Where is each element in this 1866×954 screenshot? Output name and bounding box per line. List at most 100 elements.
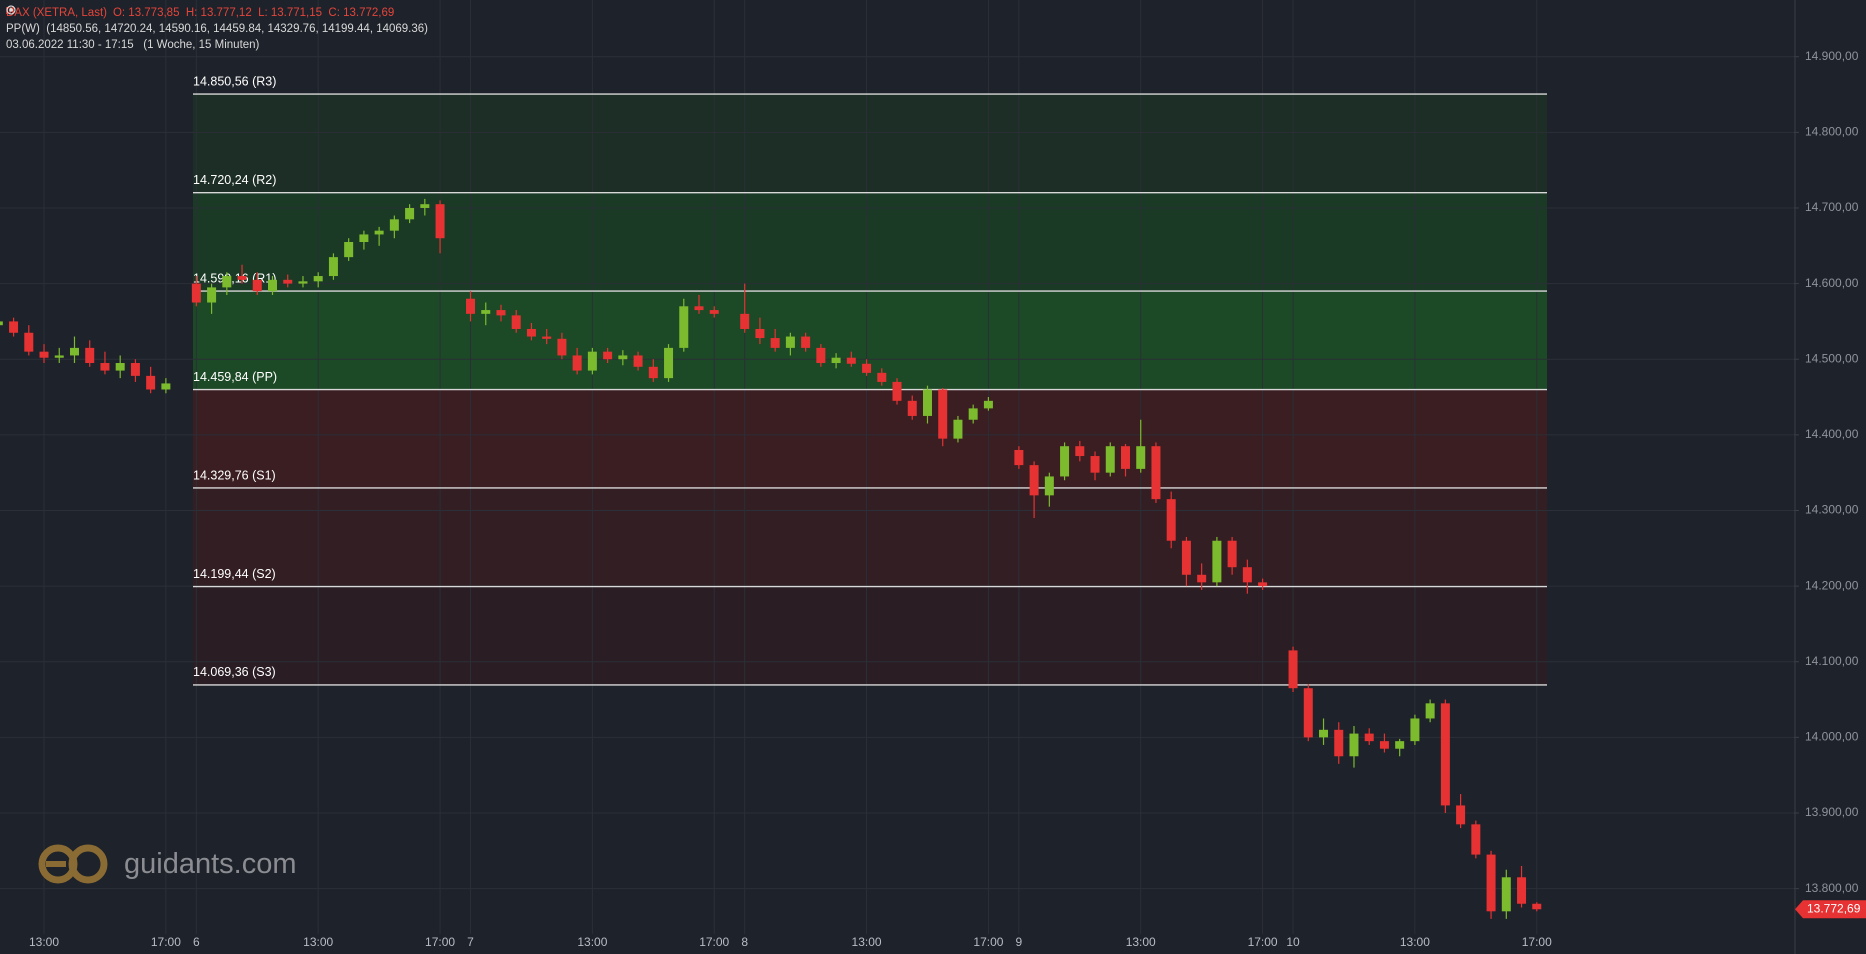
candle-body	[298, 281, 308, 284]
candle-body	[1120, 446, 1130, 469]
candle-body	[679, 306, 689, 348]
candle-body	[100, 363, 110, 371]
candle-body	[922, 389, 932, 416]
x-tick-label: 17:00	[425, 935, 455, 949]
last-price-label: 13.772,69	[1807, 901, 1861, 915]
candle-body	[1379, 741, 1389, 749]
candle-body	[1471, 824, 1481, 855]
y-tick-label: 14.900,00	[1805, 49, 1859, 63]
candle-body	[54, 355, 64, 358]
candle-body	[694, 306, 704, 311]
candle-body	[633, 355, 643, 367]
candle-body	[892, 381, 902, 401]
y-tick-label: 14.700,00	[1805, 200, 1859, 214]
x-tick-label: 13:00	[29, 935, 59, 949]
candle-body	[359, 234, 369, 243]
candle-body	[862, 363, 872, 373]
pivot-zone	[193, 487, 1547, 587]
candle-body	[511, 315, 521, 329]
candle-body	[252, 279, 262, 292]
candle-body	[664, 347, 674, 379]
candle-body	[496, 310, 506, 316]
candle-body	[1349, 733, 1359, 757]
icon	[6, 5, 16, 15]
candle-body	[1319, 729, 1329, 738]
x-tick-label: 13:00	[303, 935, 333, 949]
candle-body	[283, 279, 293, 284]
candle-body	[481, 310, 491, 314]
candle-body	[1334, 729, 1344, 757]
candle-body	[618, 355, 628, 360]
candle-body	[603, 351, 613, 360]
candle-body	[115, 363, 125, 371]
x-tick-label: 17:00	[1248, 935, 1278, 949]
pivot-label: 14.459,84 (PP)	[193, 370, 277, 384]
candle-body	[1456, 805, 1466, 825]
candle-body	[1090, 456, 1100, 473]
candle-body	[1395, 741, 1405, 749]
candle-body	[983, 400, 993, 409]
y-tick-label: 14.000,00	[1805, 730, 1859, 744]
x-tick-label: 8	[741, 935, 748, 949]
x-tick-label: 13:00	[1400, 935, 1430, 949]
candle-body	[207, 287, 217, 303]
pivot-label: 14.069,36 (S3)	[193, 665, 276, 679]
candle-body	[69, 347, 79, 356]
candle-body	[85, 347, 95, 364]
y-tick-label: 14.400,00	[1805, 427, 1859, 441]
date-range: 03.06.2022 11:30 - 17:15 (1 Woche, 15 Mi…	[6, 39, 260, 51]
candle-body	[313, 276, 323, 282]
candle-body	[740, 313, 750, 329]
y-tick-label: 14.100,00	[1805, 654, 1859, 668]
candle-body	[1501, 877, 1511, 912]
pivot-zone	[193, 389, 1547, 488]
x-tick-label: 7	[467, 935, 474, 949]
series-name: DAX (XETRA, Last)	[6, 7, 107, 19]
candle-body	[1105, 446, 1115, 473]
candle-body	[542, 336, 552, 339]
logo: guidants.com	[38, 842, 297, 886]
candle-body	[1212, 540, 1222, 583]
candle-body	[526, 328, 536, 337]
candle-body	[24, 332, 34, 352]
candle-body	[877, 372, 887, 382]
candle-body	[801, 336, 811, 348]
candle-body	[435, 204, 445, 239]
candle-body	[1517, 877, 1527, 904]
pivot-zone	[193, 192, 1547, 292]
pivot-label: 14.590,16 (R1)	[193, 271, 276, 285]
candle-body	[1151, 446, 1161, 500]
candle-body	[1197, 574, 1207, 583]
candle-body	[1029, 465, 1039, 496]
candle-body	[146, 375, 156, 390]
candle-body	[466, 298, 476, 314]
x-tick-label: 17:00	[151, 935, 181, 949]
pivot-label: 14.720,24 (R2)	[193, 173, 276, 187]
pivot-zone	[193, 291, 1547, 390]
candle-body	[161, 383, 171, 390]
candle-body	[1136, 446, 1146, 469]
candle-body	[953, 419, 963, 439]
candle-body	[1440, 703, 1450, 806]
candle-body	[1258, 582, 1268, 587]
candle-body	[1425, 703, 1435, 719]
candle-body	[755, 328, 765, 339]
y-tick-label: 14.600,00	[1805, 276, 1859, 290]
candle-body	[1227, 540, 1237, 568]
candle-body	[1532, 903, 1542, 910]
candle-body	[405, 207, 415, 220]
candle-body	[268, 279, 278, 292]
x-tick-label: 17:00	[1522, 935, 1552, 949]
x-tick-label: 13:00	[1126, 935, 1156, 949]
candle-body	[420, 204, 430, 208]
x-tick-label: 17:00	[699, 935, 729, 949]
y-tick-label: 14.300,00	[1805, 503, 1859, 517]
candle-body	[328, 257, 338, 277]
header: DAX (XETRA, Last) O: 13.773,85 H: 13.777…	[6, 5, 428, 53]
candle-body	[1410, 718, 1420, 742]
candle-body	[1060, 446, 1070, 477]
y-tick-label: 14.500,00	[1805, 351, 1859, 365]
candle-body	[1364, 733, 1374, 742]
candle-body	[9, 321, 19, 333]
